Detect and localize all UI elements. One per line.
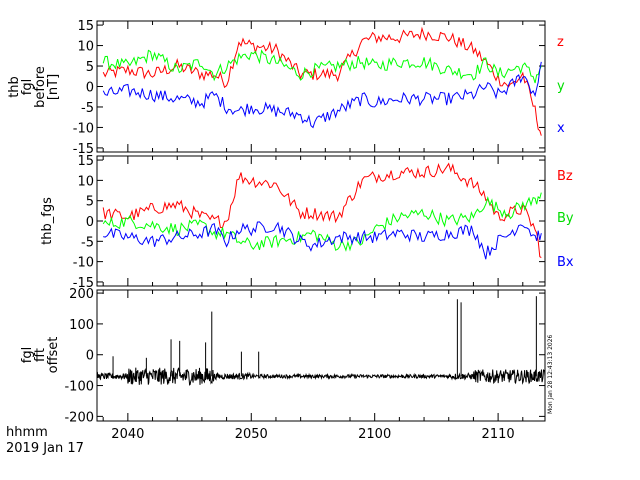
bottom-ylabel-line-1: fgl xyxy=(20,347,35,363)
x-tick-label: 2110 xyxy=(482,427,515,442)
middle-panel-frame xyxy=(96,155,546,287)
series-line-by xyxy=(102,192,542,252)
y-tick-label: 0 xyxy=(86,215,94,230)
y-tick-label: 10 xyxy=(77,40,94,55)
y-tick-label: -5 xyxy=(81,235,94,250)
legend-bx: Bx xyxy=(557,255,574,270)
top-ylabel-line-1: thb xyxy=(7,76,22,98)
legend-by: By xyxy=(557,211,574,226)
x-tick-label: 2040 xyxy=(111,427,144,442)
top-panel-frame xyxy=(96,20,546,153)
y-tick-label: -15 xyxy=(73,142,94,157)
legend-bz: Bz xyxy=(557,169,573,184)
bottom-ylabel-line-2: fft xyxy=(33,348,48,362)
y-tick-label: 5 xyxy=(86,60,94,75)
top-ylabel-line-3: before xyxy=(33,66,48,108)
offset-line xyxy=(96,367,546,386)
generated-marks: -15-10-5051015-15-10-5051015-200-1000100… xyxy=(64,19,546,442)
top-ylabel-line-2: fgl xyxy=(20,79,35,95)
series-line-x xyxy=(102,61,542,129)
y-tick-label: -5 xyxy=(81,101,94,116)
y-tick-label: -10 xyxy=(73,121,94,136)
legend-x: x xyxy=(557,121,565,136)
series-line-y xyxy=(102,49,542,84)
bottom-panel-frame xyxy=(96,289,546,422)
x-tick-label: 2100 xyxy=(358,427,391,442)
bottom-ylabel-line-3: offset xyxy=(46,337,61,374)
y-tick-label: -10 xyxy=(73,256,94,271)
y-tick-label: 5 xyxy=(86,195,94,210)
x-axis-label-date: 2019 Jan 17 xyxy=(6,441,84,456)
bottom-ylabel: fgl fft offset xyxy=(20,337,61,374)
x-tick-label: 2050 xyxy=(235,427,268,442)
y-tick-label: -100 xyxy=(64,380,94,395)
legend-z: z xyxy=(557,35,564,50)
y-tick-label: 0 xyxy=(86,349,94,364)
series-line-z xyxy=(102,26,542,136)
top-ylabel-line-4: [nT] xyxy=(46,74,61,100)
y-tick-label: 15 xyxy=(77,154,94,169)
top-ylabel: thb fgl before [nT] xyxy=(7,66,61,108)
y-tick-label: 100 xyxy=(69,318,94,333)
y-tick-label: -15 xyxy=(73,276,94,291)
y-tick-label: 0 xyxy=(86,81,94,96)
legend-y: y xyxy=(557,79,565,94)
series-line-bz xyxy=(102,162,542,259)
timestamp-stamp: Mon Jan 28 12:43:13 2026 xyxy=(547,334,554,414)
y-tick-label: 10 xyxy=(77,174,94,189)
y-tick-label: -200 xyxy=(64,410,94,425)
series-line-bx xyxy=(103,221,542,260)
middle-ylabel: thb_fgs xyxy=(40,197,55,245)
y-tick-label: 200 xyxy=(69,287,94,302)
x-axis-label-hhmm: hhmm xyxy=(6,425,48,440)
y-tick-label: 15 xyxy=(77,19,94,34)
